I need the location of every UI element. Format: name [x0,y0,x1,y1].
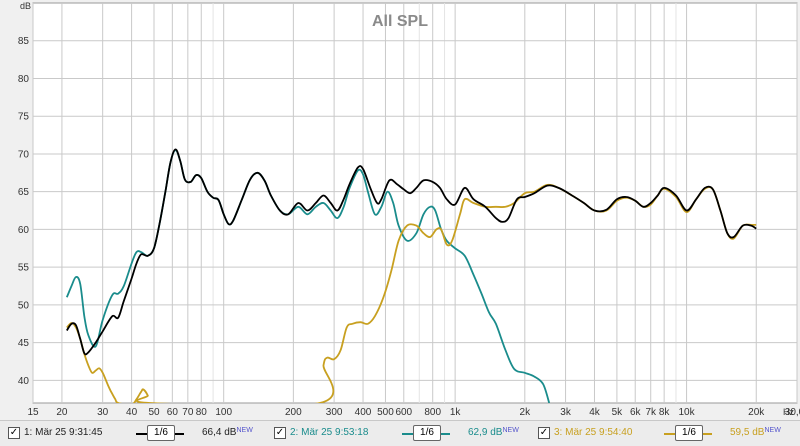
y-tick-label: 55 [18,263,30,274]
y-axis: 40 45 50 55 60 65 70 75 80 85 [18,36,30,387]
x-tick-label: 300 [326,407,343,418]
smoothing-button-2[interactable]: 1/6 [413,425,441,441]
legend-item-2[interactable]: ✓ 2: Mär 25 9:53:18 1/6 62,9 dBNEW [274,425,536,442]
legend-item-1[interactable]: ✓ 1: Mär 25 9:31:45 1/6 66,4 dBNEW [8,425,270,442]
x-tick-label: 1k [450,407,462,418]
y-tick-label: 45 [18,338,30,349]
x-tick-label: 50 [148,407,160,418]
x-tick-label: 40 [126,407,138,418]
smoothing-button-3[interactable]: 1/6 [675,425,703,441]
x-tick-label: 400 [355,407,372,418]
legend-item-3[interactable]: ✓ 3: Mär 25 9:54:40 1/6 59,5 dBNEW [538,425,798,442]
x-axis-unit-label: Hz [783,407,794,417]
y-tick-label: 40 [18,376,30,387]
new-badge-1: NEW [236,427,253,434]
y-tick-label: 80 [18,74,30,85]
grid-lines [32,3,798,403]
x-tick-label: 80 [196,407,208,418]
series-layer [65,148,757,403]
x-tick-label: 3k [560,407,572,418]
x-tick-label: 2k [520,407,532,418]
x-tick-label: 60 [167,407,179,418]
legend-value-2: 62,9 dBNEW [468,427,519,438]
legend-bar: ✓ 1: Mär 25 9:31:45 1/6 66,4 dBNEW ✓ 2: … [0,420,800,446]
legend-name-2: 2: Mär 25 9:53:18 [290,427,369,438]
y-tick-label: 50 [18,300,30,311]
x-tick-label: 7k [645,407,657,418]
x-tick-label: 600 [395,407,412,418]
y-tick-label: 85 [18,36,30,47]
x-axis: 15 20 30 40 50 60 70 80 100 200 300 400 500 600 800 1k 2… [27,407,800,418]
new-badge-3: NEW [764,427,781,434]
legend-name-1: 1: Mär 25 9:31:45 [24,427,103,438]
legend-value-text-3: 59,5 dB [730,427,765,438]
legend-checkbox-3[interactable]: ✓ [538,427,550,439]
x-tick-label: 15 [27,407,39,418]
x-tick-label: 20k [748,407,765,418]
legend-value-3: 59,5 dBNEW [730,427,781,438]
x-tick-label: 800 [424,407,441,418]
y-tick-label: 70 [18,149,30,160]
x-tick-label: 6k [630,407,642,418]
x-tick-label: 100 [215,407,232,418]
legend-value-text-2: 62,9 dB [468,427,503,438]
x-tick-label: 30 [97,407,109,418]
legend-name-3: 3: Mär 25 9:54:40 [554,427,633,438]
plot-area[interactable] [32,2,798,404]
y-axis-unit-label: dB [20,1,31,11]
x-tick-label: 8k [659,407,671,418]
y-tick-label: 65 [18,187,30,198]
series-line-1[interactable] [66,148,757,356]
x-tick-label: 10k [679,407,696,418]
new-badge-2: NEW [502,427,519,434]
y-tick-label: 60 [18,225,30,236]
legend-checkbox-1[interactable]: ✓ [8,427,20,439]
legend-value-1: 66,4 dBNEW [202,427,253,438]
x-tick-label: 70 [182,407,194,418]
x-tick-label: 4k [589,407,601,418]
legend-checkbox-2[interactable]: ✓ [274,427,286,439]
smoothing-button-1[interactable]: 1/6 [147,425,175,441]
x-tick-label: 20 [56,407,68,418]
legend-value-text-1: 66,4 dB [202,427,237,438]
x-tick-label: 5k [612,407,624,418]
x-tick-label: 200 [285,407,302,418]
chart-title: All SPL [372,13,428,30]
x-tick-label: 500 [377,407,394,418]
y-tick-label: 75 [18,112,30,123]
x-tick-label: 30,0k [785,407,800,418]
